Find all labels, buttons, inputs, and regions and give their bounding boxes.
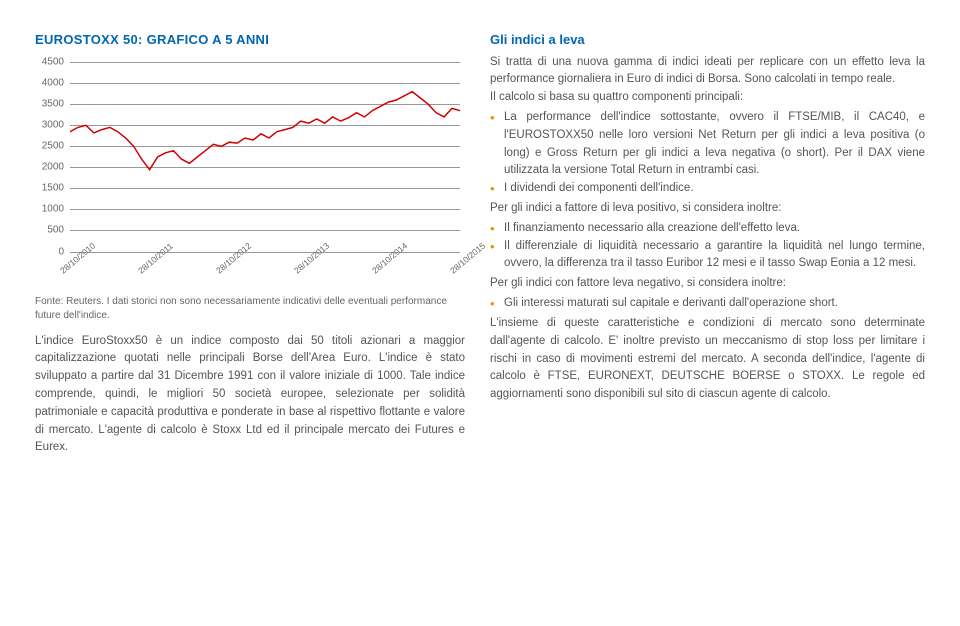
chart-line [70, 91, 460, 169]
list-item: Gli interessi maturati sul capitale e de… [490, 295, 925, 313]
chart-title: EUROSTOXX 50: GRAFICO A 5 ANNI [35, 30, 465, 50]
neg-bullets: Gli interessi maturati sul capitale e de… [490, 295, 925, 313]
list-item: Il differenziale di liquidità necessario… [490, 238, 925, 274]
y-axis-label: 500 [47, 223, 64, 238]
calc-intro: Il calcolo si basa su quattro componenti… [490, 89, 925, 107]
y-axis-label: 0 [58, 244, 64, 259]
y-axis-label: 1000 [42, 202, 64, 217]
calc-bullets: La performance dell'indice sottostante, … [490, 109, 925, 198]
neg-intro: Per gli indici con fattore leva negativo… [490, 275, 925, 293]
list-item: I dividendi dei componenti dell'indice. [490, 180, 925, 198]
pos-intro: Per gli indici a fattore di leva positiv… [490, 200, 925, 218]
y-axis-label: 3000 [42, 117, 64, 132]
y-axis-label: 1500 [42, 181, 64, 196]
chart-line-svg [70, 62, 460, 252]
chart-plot: 05001000150020002500300035004000450028/1… [70, 62, 460, 252]
right-column: Gli indici a leva Si tratta di una nuova… [490, 30, 925, 596]
y-axis-label: 2500 [42, 138, 64, 153]
left-column: EUROSTOXX 50: GRAFICO A 5 ANNI 050010001… [35, 30, 465, 596]
y-axis-label: 2000 [42, 160, 64, 175]
list-item: La performance dell'indice sottostante, … [490, 109, 925, 180]
y-axis-label: 4000 [42, 75, 64, 90]
y-axis-label: 4500 [42, 54, 64, 69]
section-title: Gli indici a leva [490, 30, 925, 50]
y-axis-label: 3500 [42, 96, 64, 111]
list-item: Il finanziamento necessario alla creazio… [490, 220, 925, 238]
closing-text: L'insieme di queste caratteristiche e co… [490, 315, 925, 404]
intro-text: Si tratta di una nuova gamma di indici i… [490, 54, 925, 90]
pos-bullets: Il finanziamento necessario alla creazio… [490, 220, 925, 273]
left-body-text: L'indice EuroStoxx50 è un indice compost… [35, 333, 465, 458]
chart-area: 05001000150020002500300035004000450028/1… [70, 62, 460, 277]
chart-source-note: Fonte: Reuters. I dati storici non sono … [35, 295, 465, 323]
